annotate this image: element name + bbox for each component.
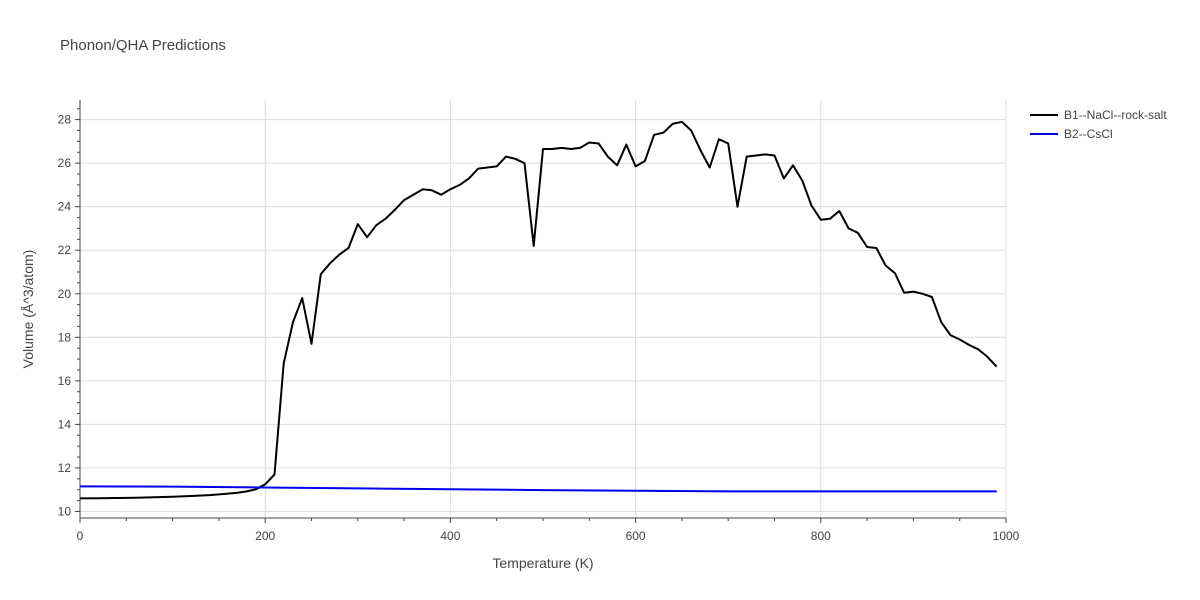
y-tick-label: 24 [58,200,72,214]
y-tick-label: 10 [58,504,72,518]
ticks: 0 200 400 600 800 1000 10 12 14 16 18 20 22 24 26 28 [58,108,1020,543]
gridlines [80,100,1007,518]
legend-label: B2--CsCl [1064,127,1113,141]
x-tick-label: 400 [440,529,460,543]
y-tick-label: 26 [58,156,72,170]
x-tick-label: 0 [77,529,84,543]
x-tick-label: 200 [255,529,275,543]
x-tick-label: 1000 [993,529,1020,543]
y-tick-label: 16 [58,374,72,388]
y-tick-label: 14 [58,417,72,431]
y-axis-title: Volume (Å^3/atom) [20,250,36,369]
series-line-1 [79,120,998,500]
y-tick-label: 18 [58,330,72,344]
legend: B1--NaCl--rock-salt B2--CsCl [1030,108,1167,141]
chart-title: Phonon/QHA Predictions [60,37,226,54]
y-tick-label: 22 [58,243,72,257]
x-axis-title: Temperature (K) [492,555,593,571]
series-line-2 [79,485,997,493]
series-lines [79,120,998,500]
y-tick-label: 20 [58,287,72,301]
x-tick-label: 800 [811,529,831,543]
x-tick-label: 600 [626,529,646,543]
y-tick-label: 12 [58,461,72,475]
y-tick-label: 28 [58,113,72,127]
legend-label: B1--NaCl--rock-salt [1064,108,1167,122]
